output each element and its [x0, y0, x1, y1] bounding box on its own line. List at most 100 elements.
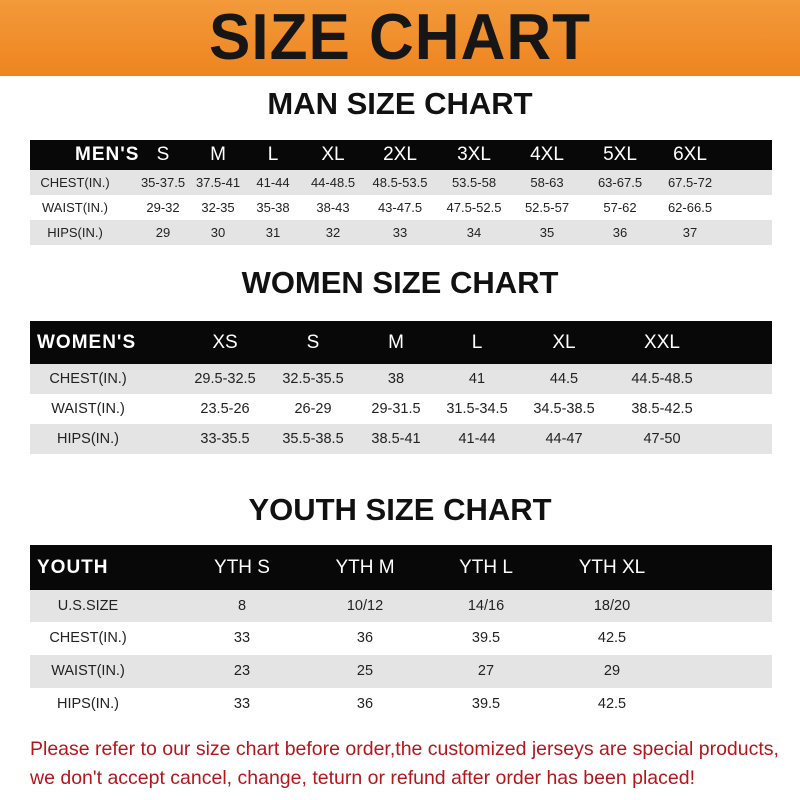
- size-value-cell: 29: [603, 663, 621, 679]
- size-header-cell: 6XL: [673, 144, 707, 165]
- size-value-cell: 62-66.5: [667, 200, 713, 215]
- youth-title: YOUTH SIZE CHART: [248, 492, 552, 527]
- size-value-cell: 29.5-32.5: [194, 371, 256, 387]
- size-value-cell: 39.5: [471, 630, 501, 646]
- size-header-cell: 5XL: [603, 144, 637, 165]
- table-row: HIPS(IN.) 33-35.5 35.5-38.5 38.5-41 41-44 44-…: [30, 424, 772, 454]
- size-value-cell: 33: [233, 696, 251, 712]
- table-row: HIPS(IN.) 33 36 39.5 42.5: [30, 688, 772, 720]
- size-value-cell: 34.5-38.5: [533, 401, 595, 417]
- size-header-cell: YTH XL: [578, 557, 646, 578]
- size-header-cell: 4XL: [530, 144, 564, 165]
- size-header-cell: XXL: [644, 332, 680, 353]
- size-value-cell: 44-48.5: [310, 175, 356, 190]
- size-value-cell: 41: [468, 371, 486, 387]
- size-value-cell: 29: [155, 225, 171, 240]
- size-value-cell: 10/12: [346, 598, 384, 614]
- size-header-cell: YTH L: [459, 557, 513, 578]
- size-header-cell: XS: [212, 332, 238, 353]
- size-value-cell: 38-43: [316, 200, 350, 215]
- table-row: CHEST(IN.) 33 36 39.5 42.5: [30, 622, 772, 655]
- size-value-cell: 32.5-35.5: [282, 371, 344, 387]
- size-value-cell: 29-31.5: [371, 401, 421, 417]
- size-value-cell: 27: [477, 663, 495, 679]
- size-value-cell: 41-44: [458, 431, 496, 447]
- size-value-cell: 41-44: [256, 175, 290, 190]
- size-value-cell: 53.5-58: [451, 175, 497, 190]
- size-value-cell: 23: [233, 663, 251, 679]
- table-row: WAIST(IN.) 23 25 27 29: [30, 655, 772, 688]
- size-value-cell: 32-35: [201, 200, 235, 215]
- size-value-cell: 18/20: [593, 598, 631, 614]
- disclaimer-line-1: Please refer to our size chart before or…: [30, 738, 779, 760]
- size-value-cell: 36: [612, 225, 628, 240]
- table-row: CHEST(IN.) 29.5-32.5 32.5-35.5 38 41 44.5 44.5…: [30, 364, 772, 394]
- size-value-cell: 37: [682, 225, 698, 240]
- disclaimer-line-2: we don't accept cancel, change, teturn o…: [30, 767, 695, 789]
- measurement-label: HIPS(IN.): [56, 431, 120, 447]
- size-value-cell: 32: [325, 225, 341, 240]
- measurement-label: WAIST(IN.): [51, 401, 125, 417]
- size-header-cell: L: [471, 332, 483, 353]
- size-value-cell: 47-50: [643, 431, 681, 447]
- size-value-cell: 33: [392, 225, 408, 240]
- table-header-row: MEN'S S M L XL 2XL 3XL 4XL 5XL 6XL: [30, 140, 772, 170]
- measurement-label: U.S.SIZE: [57, 598, 119, 614]
- women-title: WOMEN SIZE CHART: [241, 265, 559, 300]
- size-header-cell: 3XL: [457, 144, 491, 165]
- banner: SIZE CHART: [0, 0, 800, 76]
- size-header-cell: YTH M: [335, 557, 395, 578]
- measurement-label: HIPS(IN.): [47, 225, 103, 240]
- size-value-cell: 48.5-53.5: [372, 175, 428, 190]
- size-value-cell: 36: [356, 630, 374, 646]
- size-value-cell: 23.5-26: [200, 401, 250, 417]
- size-value-cell: 38: [387, 371, 405, 387]
- size-value-cell: 44.5: [549, 371, 579, 387]
- measurement-label: HIPS(IN.): [56, 696, 120, 712]
- size-value-cell: 33: [233, 630, 251, 646]
- measurement-label: WAIST(IN.): [42, 200, 108, 215]
- table-title-cell: MEN'S: [75, 144, 140, 165]
- size-value-cell: 44-47: [545, 431, 583, 447]
- size-value-cell: 58-63: [530, 175, 564, 190]
- size-value-cell: 42.5: [597, 696, 627, 712]
- size-header-cell: S: [156, 144, 170, 165]
- size-value-cell: 52.5-57: [524, 200, 570, 215]
- size-value-cell: 34: [466, 225, 482, 240]
- measurement-label: WAIST(IN.): [51, 663, 125, 679]
- table-header-row: WOMEN'S XS S M L XL XXL: [30, 321, 772, 364]
- women-size-table: WOMEN'S XS S M L XL XXL CHEST(IN.) 29.5-32.5 32.5…: [30, 321, 772, 454]
- youth-size-table: YOUTH YTH S YTH M YTH L YTH XL U.S.SIZE 8 10/12…: [30, 545, 772, 720]
- size-value-cell: 14/16: [467, 598, 505, 614]
- size-value-cell: 43-47.5: [377, 200, 423, 215]
- men-title: MAN SIZE CHART: [267, 86, 533, 121]
- size-value-cell: 35: [539, 225, 555, 240]
- size-value-cell: 57-62: [603, 200, 637, 215]
- size-value-cell: 44.5-48.5: [631, 371, 693, 387]
- table-row: U.S.SIZE 8 10/12 14/16 18/20: [30, 590, 772, 622]
- size-value-cell: 63-67.5: [597, 175, 643, 190]
- size-value-cell: 30: [210, 225, 226, 240]
- size-value-cell: 8: [237, 598, 247, 614]
- size-value-cell: 39.5: [471, 696, 501, 712]
- size-header-cell: XL: [321, 144, 345, 165]
- size-header-cell: 2XL: [383, 144, 417, 165]
- table-title-cell: YOUTH: [37, 557, 109, 578]
- table-header-row: YOUTH YTH S YTH M YTH L YTH XL: [30, 545, 772, 590]
- men-size-table: MEN'S S M L XL 2XL 3XL 4XL 5XL 6XL CHEST(IN.) 35-37…: [30, 140, 772, 245]
- banner-title: SIZE CHART: [209, 1, 591, 74]
- size-value-cell: 25: [356, 663, 374, 679]
- size-value-cell: 29-32: [146, 200, 180, 215]
- size-value-cell: 42.5: [597, 630, 627, 646]
- size-value-cell: 31: [265, 225, 281, 240]
- measurement-label: CHEST(IN.): [49, 371, 127, 387]
- table-row: CHEST(IN.) 35-37.5 37.5-41 41-44 44-48.5 48.5…: [30, 170, 772, 195]
- disclaimer: Please refer to our size chart before or…: [30, 735, 790, 793]
- size-header-cell: M: [388, 332, 404, 353]
- table-row: WAIST(IN.) 29-32 32-35 35-38 38-43 43-47.5 47.…: [30, 195, 772, 220]
- size-value-cell: 26-29: [294, 401, 332, 417]
- size-value-cell: 37.5-41: [195, 175, 241, 190]
- size-value-cell: 67.5-72: [667, 175, 713, 190]
- measurement-label: CHEST(IN.): [49, 630, 127, 646]
- size-header-cell: YTH S: [214, 557, 270, 578]
